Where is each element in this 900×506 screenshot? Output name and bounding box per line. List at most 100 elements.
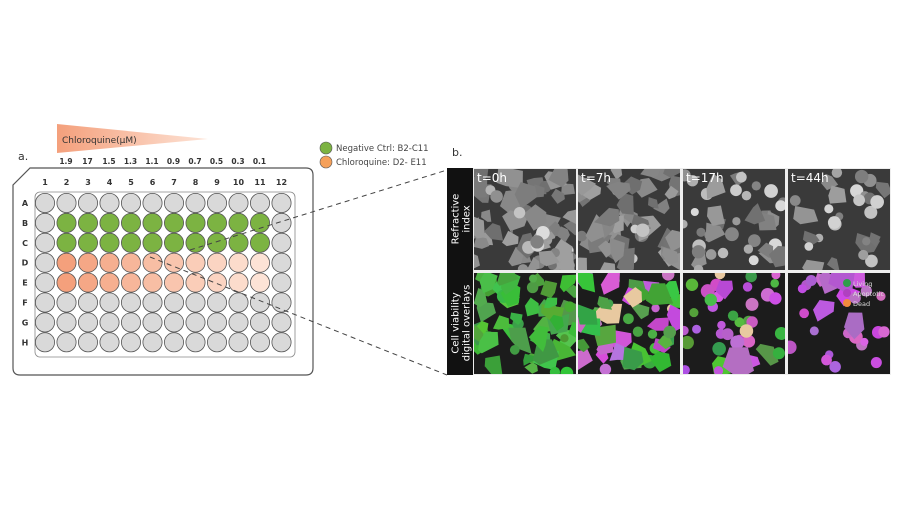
- well-A8: [185, 192, 206, 213]
- timepoint-label: t=7h: [581, 171, 611, 185]
- well-F6: [142, 292, 163, 313]
- well-B10: [228, 212, 249, 233]
- well-H3: [78, 332, 99, 353]
- well-B3: [78, 212, 99, 233]
- well-B11: [249, 212, 270, 233]
- legend-label: Negative Ctrl: B2-C11: [336, 144, 429, 154]
- well-G8: [185, 312, 206, 333]
- well-H12: [271, 332, 292, 353]
- column-label: 1: [42, 178, 48, 187]
- well-E12: [271, 272, 292, 293]
- well-F11: [249, 292, 270, 313]
- well-E10: [228, 272, 249, 293]
- row-label-line: Cell viability: [451, 292, 462, 353]
- well-F4: [99, 292, 120, 313]
- concentration-label: 0.9: [167, 157, 180, 166]
- concentration-label: 1.5: [102, 157, 115, 166]
- well-B9: [206, 212, 227, 233]
- well-A6: [142, 192, 163, 213]
- well-F1: [35, 292, 56, 313]
- well-A7: [163, 192, 184, 213]
- concentration-label: 1.3: [124, 157, 137, 166]
- timepoint-label: t=17h: [686, 171, 724, 185]
- well-H2: [56, 332, 77, 353]
- well-A10: [228, 192, 249, 213]
- well-G9: [206, 312, 227, 333]
- well-G12: [271, 312, 292, 333]
- plate-legend: Negative Ctrl: B2-C11 Chloroquine: D2- E1…: [319, 141, 429, 169]
- well-F10: [228, 292, 249, 313]
- concentration-label: 17: [82, 157, 92, 166]
- well-B7: [163, 212, 184, 233]
- well-A12: [271, 192, 292, 213]
- plate-inner-area: [34, 191, 296, 358]
- row-label-bar: [447, 168, 473, 375]
- concentration-label: 0.3: [231, 157, 244, 166]
- column-label: 6: [150, 178, 156, 187]
- well-A9: [206, 192, 227, 213]
- well-D11: [249, 252, 270, 273]
- row-label: H: [22, 338, 29, 347]
- well-C11: [249, 232, 270, 253]
- well-D6: [142, 252, 163, 273]
- refractive-image-t=7h: t=7h: [578, 169, 680, 270]
- well-D12: [271, 252, 292, 273]
- well-F9: [206, 292, 227, 313]
- concentration-gradient-wedge: [57, 124, 208, 153]
- row-label: E: [22, 279, 27, 288]
- timepoint-label: t=44h: [791, 171, 829, 185]
- well-E5: [121, 272, 142, 293]
- well-D2: [56, 252, 77, 273]
- well-C12: [271, 232, 292, 253]
- row-label: G: [22, 318, 29, 327]
- well-B1: [35, 212, 56, 233]
- well-A4: [99, 192, 120, 213]
- row-label-line: Refractive: [451, 194, 462, 245]
- well-H8: [185, 332, 206, 353]
- well-A2: [56, 192, 77, 213]
- well-C2: [56, 232, 77, 253]
- row-label-refractive-index: Refractive index: [451, 194, 473, 245]
- legend-swatch-dead: [843, 299, 851, 307]
- well-C1: [35, 232, 56, 253]
- well-E8: [185, 272, 206, 293]
- legend-label: Chloroquine: D2- E11: [336, 158, 427, 168]
- well-F3: [78, 292, 99, 313]
- column-label: 8: [193, 178, 199, 187]
- concentration-label: 1.1: [145, 157, 158, 166]
- column-label: 2: [64, 178, 70, 187]
- well-A5: [121, 192, 142, 213]
- legend-label: Dead: [853, 300, 870, 308]
- well-H7: [163, 332, 184, 353]
- well-D7: [163, 252, 184, 273]
- well-H9: [206, 332, 227, 353]
- legend-swatch: [319, 155, 333, 169]
- concentration-label: 0.5: [210, 157, 223, 166]
- well-F8: [185, 292, 206, 313]
- row-label-viability: Cell viability digital overlays: [451, 285, 473, 362]
- well-D1: [35, 252, 56, 273]
- column-label: 5: [128, 178, 134, 187]
- concentration-label: 0.1: [253, 157, 266, 166]
- well-D8: [185, 252, 206, 273]
- column-label: 3: [85, 178, 91, 187]
- well-G4: [99, 312, 120, 333]
- well-G3: [78, 312, 99, 333]
- well-B2: [56, 212, 77, 233]
- column-label: 4: [107, 178, 113, 187]
- well-D9: [206, 252, 227, 273]
- well-E9: [206, 272, 227, 293]
- well-E11: [249, 272, 270, 293]
- well-G10: [228, 312, 249, 333]
- well-A3: [78, 192, 99, 213]
- well-D3: [78, 252, 99, 273]
- row-label: D: [22, 259, 29, 268]
- concentration-label: 1.9: [59, 157, 72, 166]
- overlay-image-t=0h: [474, 273, 576, 374]
- well-D10: [228, 252, 249, 273]
- well-C8: [185, 232, 206, 253]
- column-label: 11: [254, 178, 266, 187]
- well-E4: [99, 272, 120, 293]
- legend-label: Apoptotic: [853, 290, 885, 298]
